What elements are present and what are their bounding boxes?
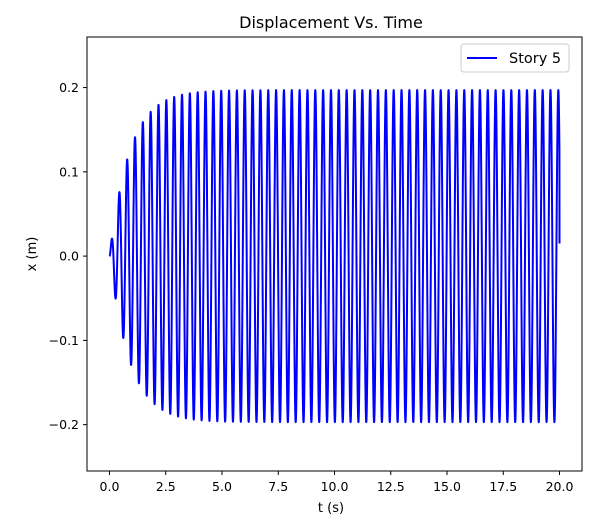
x-tick-label: 2.5 [156, 479, 176, 494]
y-tick-label: −0.1 [49, 333, 79, 348]
x-axis-label: t (s) [318, 501, 344, 516]
y-axis: −0.2 −0.1 0.0 0.1 0.2 [49, 80, 87, 432]
y-tick-label: 0.0 [59, 249, 79, 264]
series-line-story-5 [108, 89, 561, 424]
y-tick-label: 0.2 [59, 80, 79, 95]
x-axis: 0.0 2.5 5.0 7.5 10.0 12.5 15.0 17.5 20.0 [100, 471, 574, 494]
legend-box [460, 43, 570, 73]
y-tick-label: −0.2 [49, 417, 79, 432]
chart-title: Displacement Vs. Time [239, 13, 423, 32]
x-tick-label: 7.5 [268, 479, 288, 494]
legend: Story 5 [460, 43, 570, 73]
legend-label-story-5: Story 5 [509, 51, 561, 67]
y-axis-label: x (m) [25, 237, 40, 272]
y-tick-label: 0.1 [59, 164, 79, 179]
x-tick-label: 10.0 [321, 479, 349, 494]
x-tick-label: 0.0 [100, 479, 120, 494]
x-tick-label: 17.5 [489, 479, 517, 494]
series-layer [108, 89, 561, 424]
x-tick-label: 15.0 [433, 479, 461, 494]
x-tick-label: 12.5 [377, 479, 405, 494]
x-tick-label: 5.0 [212, 479, 232, 494]
x-tick-label: 20.0 [546, 479, 574, 494]
